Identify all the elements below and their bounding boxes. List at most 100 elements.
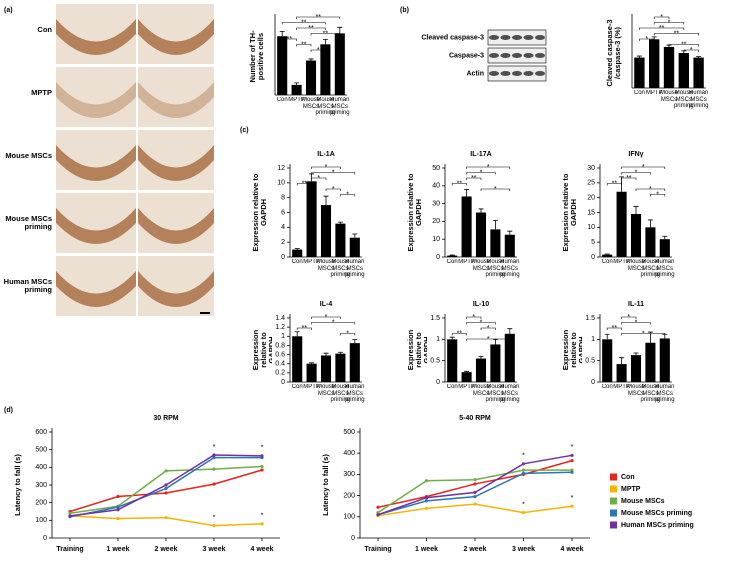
x-tick-label-box: Mouse MSCs priming: [486, 259, 506, 278]
y-tick-label: 10: [277, 180, 285, 187]
y-tick-label: 15: [587, 209, 595, 216]
significance-label: *: [325, 314, 328, 321]
y-axis-label: Expression relative to GAPDH: [252, 173, 268, 252]
x-tick-label-box: Mouse MSCs: [659, 90, 678, 103]
x-tick-label: Con: [633, 90, 645, 96]
significance-label: *: [325, 164, 328, 171]
point: [212, 524, 216, 528]
x-tick-label-box: Con: [633, 90, 645, 96]
y-axis-label-box: Number of TH-positive cells: [249, 30, 265, 82]
y-axis-label-box: Expression relative to GAPDH: [407, 174, 423, 252]
tissue-band: [138, 145, 214, 181]
point: [164, 516, 168, 520]
significance-bracket: [480, 327, 496, 330]
point: [521, 468, 526, 472]
x-tick-label: Human MSCs priming: [654, 384, 675, 403]
x-tick-label-box: Human MSCs priming: [655, 259, 675, 278]
error-bar: [449, 254, 455, 256]
bar: [320, 355, 332, 382]
bar: [504, 234, 515, 257]
significance-bracket: [466, 322, 496, 325]
significance-label: **: [681, 41, 687, 48]
point: [570, 504, 574, 508]
significance-bracket: [466, 316, 482, 319]
chart-title: IFNγ: [628, 151, 643, 158]
x-tick-label-box: Mouse MSCs priming: [641, 259, 661, 278]
significance-label: **: [457, 180, 463, 187]
x-tick-label-box: Con: [602, 259, 613, 265]
y-tick-label: 600: [35, 429, 47, 436]
significance-bracket: [311, 172, 356, 175]
x-tick-label-box: MPTP: [613, 384, 630, 390]
y-tick-label: 400: [35, 464, 47, 471]
x-tick-label-box: MPTP: [458, 384, 475, 390]
error-bar: [647, 219, 653, 228]
significance-bracket: [653, 33, 699, 36]
x-tick-label-box: Con: [602, 384, 613, 390]
x-tick-label: 1 week: [415, 546, 438, 553]
bar: [461, 196, 472, 257]
y-tick-label: 100: [35, 517, 47, 524]
y-tick-label: 500: [35, 447, 47, 454]
x-tick-label-box: Con: [447, 384, 458, 390]
significance-bracket: [621, 333, 666, 336]
blot-band: [489, 71, 499, 76]
error-bar: [337, 26, 343, 34]
tissue-band: [138, 19, 214, 55]
significance-label: *: [480, 169, 483, 176]
y-tick-label: 20: [587, 195, 595, 202]
point: [473, 478, 477, 482]
x-tick-label-box: Mouse MSCs priming: [486, 384, 506, 403]
y-tick-label: 0: [351, 535, 355, 542]
x-tick-label: Mouse MSCs priming: [315, 97, 336, 116]
y-tick-label: 200: [35, 500, 47, 507]
bar: [659, 338, 670, 382]
tissue-band: [138, 208, 214, 244]
significance-bracket: [311, 322, 356, 325]
y-tick-label: 25: [587, 180, 595, 187]
x-tick-label: Mouse MSCs: [659, 90, 678, 103]
y-axis-label-box: Expression relative to GAPDH: [252, 173, 268, 252]
x-tick-label-box: Mouse MSCs priming: [674, 90, 694, 109]
y-tick-label: 100: [343, 514, 355, 521]
error-bar: [294, 331, 300, 337]
x-tick-label-box: MPTP: [303, 259, 320, 265]
y-axis-label-box: Latency to fall (s): [322, 454, 330, 516]
y-tick-label: 0.5: [585, 358, 595, 365]
x-tick-label: MPTP: [458, 259, 475, 265]
x-tick-label: Mouse MSCs: [316, 384, 335, 397]
annotation: *: [213, 444, 216, 451]
significance-bracket: [635, 188, 666, 191]
y-tick-label: 0.5: [430, 358, 440, 365]
point: [570, 453, 574, 457]
y-tick-label: 1: [281, 333, 285, 340]
significance-label: *: [346, 191, 349, 198]
significance-label: *: [642, 330, 645, 337]
point: [68, 511, 72, 515]
significance-bracket: [621, 316, 637, 319]
significance-bracket: [668, 44, 699, 47]
significance-label: **: [287, 36, 293, 43]
image-row-label: MPTP: [31, 89, 52, 97]
point: [376, 505, 380, 509]
error-bar: [604, 253, 610, 255]
y-tick-label: 0: [43, 535, 47, 542]
x-tick-label: Training: [364, 546, 391, 553]
bar: [693, 57, 704, 88]
error-bar: [323, 352, 329, 356]
significance-bracket: [311, 177, 327, 180]
significance-label: *: [317, 47, 320, 54]
significance-label: **: [674, 30, 680, 37]
x-tick-label: Training: [56, 546, 83, 553]
y-tick-label: 1.5: [585, 315, 595, 322]
x-tick-label-box: Human MSCs priming: [345, 384, 365, 403]
chart-title: IL-4: [320, 301, 333, 308]
x-tick-label: Con: [291, 384, 303, 390]
y-tick-label: 0: [436, 254, 440, 261]
point: [424, 479, 429, 483]
y-tick-label: 5: [591, 239, 595, 246]
significance-bracket: [451, 183, 467, 186]
image-row-label-box: Human MSCs priming: [4, 278, 52, 294]
x-tick-label-box: Con: [292, 259, 303, 265]
point: [212, 482, 216, 486]
